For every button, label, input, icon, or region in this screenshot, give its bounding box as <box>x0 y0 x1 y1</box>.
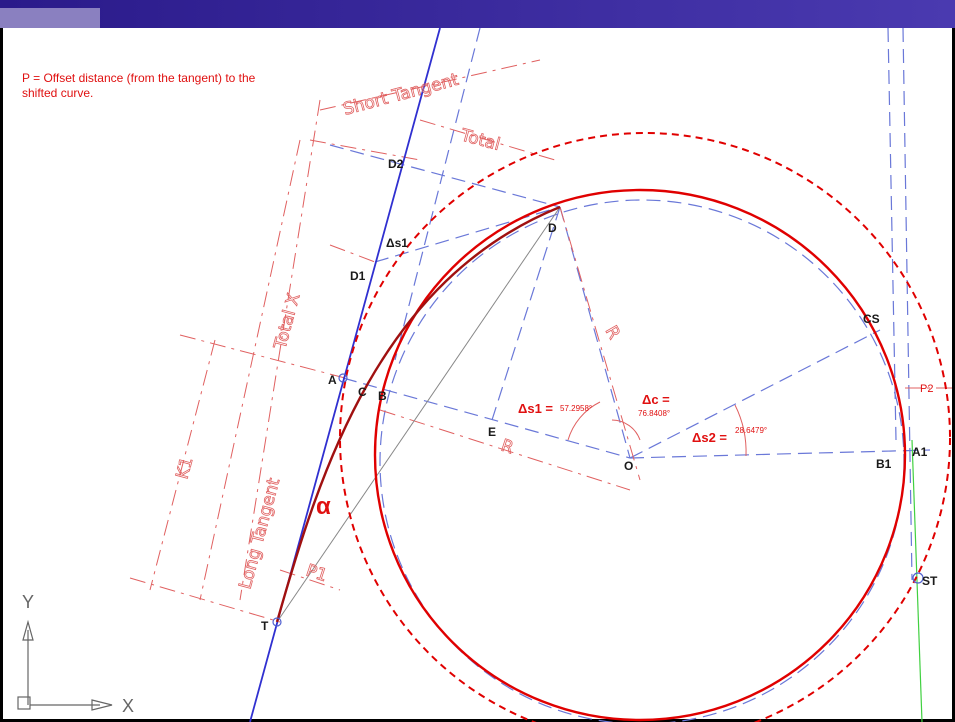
angle-eq: Δs2 = <box>692 430 727 445</box>
point-label: C <box>358 385 367 399</box>
title-bar-tab <box>0 8 100 28</box>
note-line: shifted curve. <box>22 86 93 100</box>
point-label: D <box>548 221 557 235</box>
point-label: A <box>328 373 337 387</box>
cad-label: P2 <box>920 383 933 395</box>
point-label: O <box>624 459 633 473</box>
note-line: P = Offset distance (from the tangent) t… <box>22 71 256 85</box>
angle-value: 28.6479° <box>735 426 767 435</box>
point-label: B1 <box>876 457 892 471</box>
angle-label: α <box>316 493 331 520</box>
point-label: A1 <box>912 445 928 459</box>
angle-value: 76.8408° <box>638 409 670 418</box>
axis-label: Y <box>22 592 34 612</box>
point-label: ST <box>922 574 938 588</box>
point-label: T <box>261 619 269 633</box>
angle-eq: Δc = <box>642 392 670 407</box>
point-label: B <box>378 389 387 403</box>
point-label: Δs1 <box>386 236 408 250</box>
point-label: CS <box>863 312 880 326</box>
point-label: D2 <box>388 157 404 171</box>
axis-label: X <box>122 696 134 716</box>
frame <box>0 0 955 722</box>
title-bar <box>0 0 955 28</box>
angle-eq: Δs1 = <box>518 401 553 416</box>
page: {"note": {"line1": "P = Offset distance … <box>0 0 955 722</box>
point-label: D1 <box>350 269 366 283</box>
angle-value: 57.2958° <box>560 404 592 413</box>
point-label: E <box>488 425 496 439</box>
cad-drawing: P = Offset distance (from the tangent) t… <box>0 0 955 722</box>
